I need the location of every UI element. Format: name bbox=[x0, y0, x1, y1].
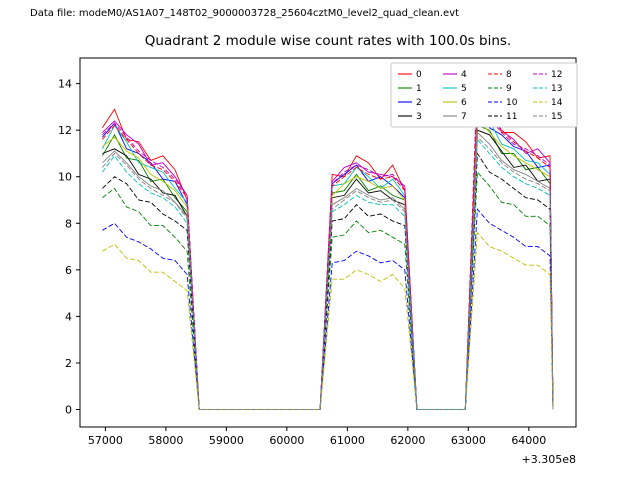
series-line-15 bbox=[102, 136, 554, 410]
series-line-7 bbox=[102, 131, 554, 410]
series-line-4 bbox=[102, 93, 554, 410]
y-tick-label: 0 bbox=[65, 404, 72, 417]
series-line-11 bbox=[102, 152, 554, 410]
legend-entry-label: 0 bbox=[416, 70, 422, 80]
series-line-9 bbox=[102, 170, 554, 410]
y-tick-label: 8 bbox=[65, 217, 72, 230]
series-line-0 bbox=[102, 104, 554, 410]
y-tick-label: 6 bbox=[65, 264, 72, 277]
legend-entry-label: 15 bbox=[551, 112, 562, 122]
legend-entry-label: 13 bbox=[551, 84, 562, 94]
legend-entry-label: 11 bbox=[506, 112, 517, 122]
legend-entry-label: 3 bbox=[416, 112, 422, 122]
legend-entry-label: 7 bbox=[461, 112, 467, 122]
legend-entry-label: 4 bbox=[461, 70, 467, 80]
plot-border bbox=[79, 57, 577, 428]
x-offset-label: +3.305e8 bbox=[522, 453, 576, 466]
x-tick-label: 58000 bbox=[148, 434, 183, 447]
legend-entry-label: 10 bbox=[506, 98, 518, 108]
y-tick-label: 2 bbox=[65, 357, 72, 370]
datafile-label: Data file: modeM0/AS1A07_148T02_90000037… bbox=[30, 8, 460, 19]
y-tick-label: 4 bbox=[65, 310, 72, 323]
chart-title: Quadrant 2 module wise count rates with … bbox=[144, 33, 512, 49]
y-tick-label: 14 bbox=[58, 78, 72, 91]
x-tick-label: 62000 bbox=[390, 434, 425, 447]
legend-entry-label: 12 bbox=[551, 70, 562, 80]
x-tick-label: 61000 bbox=[330, 434, 365, 447]
legend-entry-label: 2 bbox=[416, 98, 422, 108]
series-line-14 bbox=[102, 231, 554, 410]
x-tick-label: 63000 bbox=[451, 434, 486, 447]
legend-entry-label: 14 bbox=[551, 98, 563, 108]
legend-entry-label: 6 bbox=[461, 98, 467, 108]
legend-entry-label: 1 bbox=[416, 84, 422, 94]
legend-entry-label: 5 bbox=[461, 84, 467, 94]
series-line-6 bbox=[102, 117, 554, 410]
x-tick-label: 57000 bbox=[88, 434, 123, 447]
x-tick-label: 64000 bbox=[511, 434, 546, 447]
series-line-10 bbox=[102, 208, 554, 410]
legend-entry-label: 9 bbox=[506, 84, 512, 94]
y-tick-label: 10 bbox=[58, 171, 72, 184]
y-tick-label: 12 bbox=[58, 124, 72, 137]
x-tick-label: 60000 bbox=[269, 434, 304, 447]
x-tick-label: 59000 bbox=[209, 434, 244, 447]
legend-box bbox=[390, 62, 578, 128]
legend-entry-label: 8 bbox=[506, 70, 512, 80]
